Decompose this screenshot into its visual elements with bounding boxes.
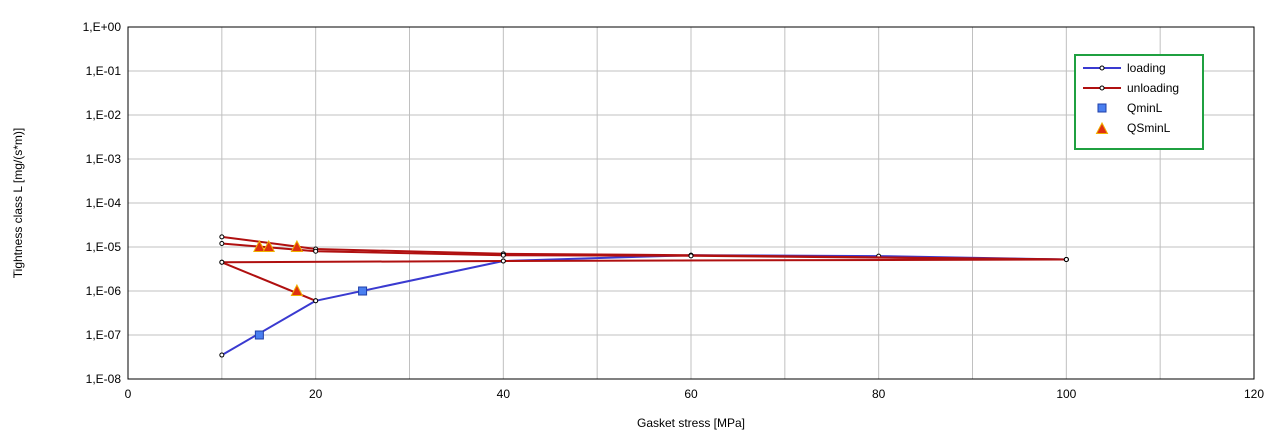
y-tick-label: 1,E+00	[83, 20, 122, 34]
series-layer	[219, 234, 1069, 358]
legend-label-QminL: QminL	[1127, 101, 1163, 115]
x-tick-label: 120	[1244, 387, 1264, 401]
QSminL-marker	[262, 239, 276, 252]
x-tick-label: 100	[1056, 387, 1076, 401]
legend: loading unloading QminL QSminL	[1074, 54, 1204, 150]
legend-swatch-QminL	[1097, 103, 1107, 113]
x-tick-label: 60	[684, 387, 698, 401]
y-axis-title: Tightness class L [mg/(s*m)]	[11, 128, 25, 278]
QSminL-marker	[290, 283, 304, 296]
unloading-point	[219, 259, 225, 265]
series-QSminL	[253, 239, 304, 296]
unloading-point	[219, 241, 225, 247]
tick-labels: 0 20 40 60 80 100 120 1,E-08 1,E-07 1,E-06 1,E-05 1…	[83, 20, 1265, 401]
legend-label-QSminL: QSminL	[1127, 121, 1171, 135]
x-tick-label: 20	[309, 387, 323, 401]
y-tick-label: 1,E-03	[86, 152, 122, 166]
legend-swatch-QSminL	[1095, 121, 1109, 134]
series-unloading	[219, 234, 1069, 304]
y-tick-label: 1,E-02	[86, 108, 122, 122]
QminL-marker	[358, 286, 368, 296]
x-tick-label: 80	[872, 387, 886, 401]
y-tick-label: 1,E-07	[86, 328, 122, 342]
QSminL-marker	[253, 239, 266, 252]
QminL-marker	[254, 330, 264, 340]
unloading-point	[1063, 256, 1069, 262]
x-tick-label: 40	[497, 387, 511, 401]
x-axis-title: Gasket stress [MPa]	[637, 416, 745, 430]
y-tick-label: 1,E-06	[86, 284, 122, 298]
y-tick-label: 1,E-05	[86, 240, 122, 254]
y-tick-label: 1,E-01	[86, 64, 122, 78]
legend-swatch-point-unloading	[1099, 85, 1105, 91]
x-tick-label: 0	[125, 387, 132, 401]
unloading-point	[500, 252, 506, 258]
loading-point	[219, 352, 225, 358]
QSminL-marker	[290, 239, 304, 252]
legend-label-loading: loading	[1127, 61, 1166, 75]
plot-area-border	[127, 26, 1255, 380]
loading-line	[221, 254, 1067, 356]
unloading-point	[688, 253, 694, 259]
unloading-point	[313, 248, 319, 254]
y-tick-label: 1,E-08	[86, 372, 122, 386]
unloading-line	[221, 258, 1067, 264]
series-QminL	[254, 286, 368, 340]
series-loading	[219, 252, 1069, 358]
legend-swatch-point-loading	[1099, 65, 1105, 71]
unloading-point	[500, 258, 506, 264]
legend-label-unloading: unloading	[1127, 81, 1179, 95]
unloading-point	[219, 234, 225, 240]
unloading-point	[313, 298, 319, 304]
y-tick-label: 1,E-04	[86, 196, 122, 210]
